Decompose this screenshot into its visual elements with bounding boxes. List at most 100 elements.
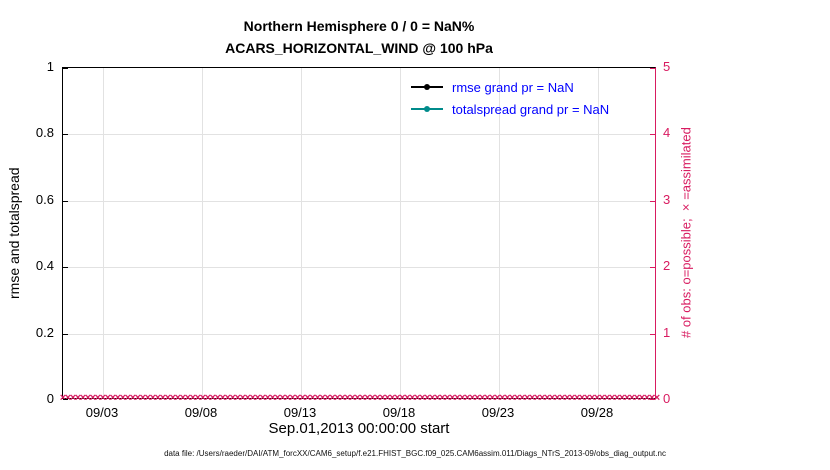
assimilated-x-marker-icon: × — [369, 392, 376, 404]
x-tick-label: 09/08 — [184, 405, 218, 420]
plot-area: rmse grand pr = NaN totalspread grand pr… — [60, 67, 660, 404]
assimilated-x-marker-icon: × — [279, 392, 286, 404]
assimilated-x-marker-icon: × — [474, 392, 481, 404]
assimilated-x-marker-icon: × — [194, 392, 202, 404]
assimilated-x-marker-icon: × — [189, 392, 197, 404]
assimilated-x-marker-icon: × — [359, 392, 366, 404]
assimilated-x-marker-icon: × — [633, 392, 641, 404]
right-y-axis-label: # of obs: o=possible; ×=assimilated — [678, 127, 694, 339]
assimilated-x-marker-icon: × — [99, 392, 107, 404]
assimilated-x-marker-icon: × — [588, 392, 596, 404]
assimilated-x-marker-icon: × — [94, 392, 102, 404]
assimilated-x-marker-icon: × — [558, 392, 566, 404]
assimilated-x-marker-icon: × — [394, 392, 401, 404]
right-y-tick-label: 1 — [663, 325, 671, 340]
assimilated-x-marker-icon: × — [578, 392, 586, 404]
assimilated-x-marker-icon: × — [344, 392, 351, 404]
gridline-vertical — [202, 68, 203, 398]
legend: rmse grand pr = NaN totalspread grand pr… — [411, 76, 609, 120]
assimilated-x-marker-icon: × — [548, 392, 556, 404]
left-axis-tick — [63, 267, 68, 268]
assimilated-x-marker-icon: × — [349, 392, 356, 404]
right-y-tick-label: 4 — [663, 125, 671, 140]
assimilated-x-marker-icon: × — [229, 392, 236, 404]
assimilated-x-marker-icon: × — [613, 392, 621, 404]
rmse-line-sample — [411, 84, 443, 90]
assimilated-x-marker-icon: × — [239, 392, 246, 404]
assimilated-x-marker-icon: × — [508, 392, 516, 404]
assimilated-x-marker-icon: × — [523, 392, 531, 404]
assimilated-x-marker-icon: × — [608, 392, 616, 404]
legend-label-rmse: rmse grand pr = NaN — [452, 79, 574, 95]
assimilated-x-marker-icon: × — [499, 392, 506, 404]
assimilated-x-marker-icon: × — [149, 392, 157, 404]
right-axis-tick — [650, 134, 655, 135]
assimilated-x-marker-icon: × — [459, 392, 466, 404]
legend-item-rmse: rmse grand pr = NaN — [411, 76, 609, 98]
gridline-horizontal — [63, 267, 655, 268]
x-tick-label: 09/03 — [85, 405, 119, 420]
assimilated-x-marker-icon: × — [598, 392, 606, 404]
assimilated-x-marker-icon: × — [399, 392, 406, 404]
assimilated-x-marker-icon: × — [139, 392, 147, 404]
assimilated-x-marker-icon: × — [538, 392, 546, 404]
assimilated-x-marker-icon: × — [329, 392, 336, 404]
assimilated-x-marker-icon: × — [159, 392, 167, 404]
assimilated-x-marker-icon: × — [209, 392, 216, 404]
assimilated-x-marker-icon: × — [354, 392, 361, 404]
assimilated-x-marker-icon: × — [249, 392, 256, 404]
assimilated-x-marker-icon: × — [304, 392, 311, 404]
left-y-tick-label: 1 — [46, 59, 54, 74]
assimilated-x-marker-icon: × — [129, 392, 137, 404]
assimilated-x-marker-icon: × — [339, 392, 346, 404]
x-tick-label: 09/13 — [283, 405, 317, 420]
assimilated-x-marker-icon: × — [623, 392, 631, 404]
gridline-horizontal — [63, 334, 655, 335]
assimilated-x-marker-icon: × — [374, 392, 381, 404]
assimilated-x-marker-icon: × — [563, 392, 571, 404]
assimilated-x-marker-icon: × — [469, 392, 476, 404]
assimilated-x-marker-icon: × — [518, 392, 526, 404]
assimilated-x-marker-icon: × — [389, 392, 396, 404]
assimilated-x-marker-icon: × — [254, 392, 261, 404]
right-y-tick-label: 3 — [663, 192, 671, 207]
gridline-vertical — [598, 68, 599, 398]
gridline-horizontal — [63, 201, 655, 202]
assimilated-x-marker-icon: × — [638, 392, 646, 404]
assimilated-x-marker-icon: × — [583, 392, 591, 404]
assimilated-x-marker-icon: × — [269, 392, 276, 404]
assimilated-x-marker-icon: × — [444, 392, 451, 404]
totalspread-dot-marker-icon — [424, 106, 430, 112]
assimilated-x-marker-icon: × — [274, 392, 281, 404]
assimilated-x-marker-icon: × — [553, 392, 561, 404]
assimilated-x-marker-icon: × — [59, 392, 67, 404]
assimilated-x-marker-icon: × — [434, 392, 441, 404]
left-y-tick-label: 0.8 — [35, 125, 54, 140]
assimilated-x-marker-icon: × — [64, 392, 72, 404]
left-axis-tick — [63, 134, 68, 135]
assimilated-x-marker-icon: × — [603, 392, 611, 404]
right-axis-tick — [650, 68, 655, 69]
assimilated-x-marker-icon: × — [109, 392, 117, 404]
assimilated-x-marker-icon: × — [309, 392, 316, 404]
right-axis-tick — [650, 334, 655, 335]
assimilated-x-marker-icon: × — [144, 392, 152, 404]
assimilated-x-marker-icon: × — [334, 392, 341, 404]
assimilated-x-marker-icon: × — [224, 392, 231, 404]
totalspread-line-sample — [411, 106, 443, 112]
assimilated-x-marker-icon: × — [424, 392, 431, 404]
assimilated-x-marker-icon: × — [643, 392, 651, 404]
assimilated-x-marker-icon: × — [259, 392, 266, 404]
chart-title: Northern Hemisphere 0 / 0 = NaN% — [243, 18, 475, 34]
gridline-vertical — [103, 68, 104, 398]
assimilated-x-marker-icon: × — [648, 392, 656, 404]
left-y-tick-label: 0.2 — [35, 325, 54, 340]
assimilated-x-marker-icon: × — [568, 392, 576, 404]
assimilated-x-marker-icon: × — [513, 392, 521, 404]
assimilated-x-marker-icon: × — [464, 392, 471, 404]
legend-label-totalspread: totalspread grand pr = NaN — [452, 101, 610, 117]
data-file-caption: data file: /Users/raeder/DAI/ATM_forcXX/… — [164, 449, 666, 458]
assimilated-x-marker-icon: × — [174, 392, 182, 404]
assimilated-x-marker-icon: × — [199, 392, 207, 404]
x-axis-label: Sep.01,2013 00:00:00 start — [268, 420, 450, 437]
